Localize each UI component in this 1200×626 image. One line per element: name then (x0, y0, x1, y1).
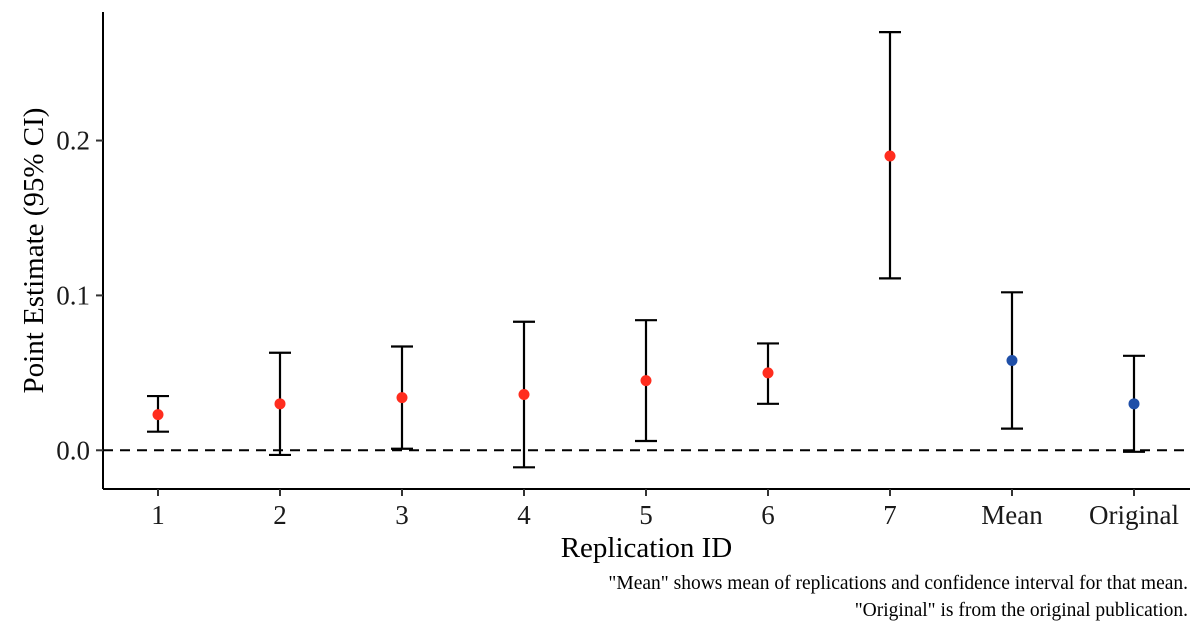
point-estimate-2 (274, 398, 286, 410)
caption-line-1: "Mean" shows mean of replications and co… (608, 573, 1188, 594)
y-tick-label: 0.2 (56, 126, 90, 156)
y-axis-title: Point Estimate (95% CI) (18, 108, 50, 394)
y-tick-label: 0.0 (56, 435, 90, 465)
x-tick-label: 3 (395, 500, 409, 530)
point-estimate-original (1128, 398, 1140, 410)
x-tick-label: 1 (151, 500, 165, 530)
x-tick-label: Mean (981, 500, 1043, 530)
x-tick-label: 7 (883, 500, 897, 530)
point-estimate-mean (1006, 354, 1018, 366)
x-tick-label: Original (1089, 500, 1179, 530)
y-axis-ticks: 0.0 0.1 0.2 (56, 126, 103, 465)
x-tick-label: 4 (517, 500, 531, 530)
x-tick-label: 5 (639, 500, 653, 530)
point-estimate-4 (518, 389, 530, 401)
point-estimate-1 (152, 409, 164, 421)
x-axis-ticks: 1 2 3 4 5 6 7 Mean Original (151, 489, 1179, 530)
x-tick-label: 2 (273, 500, 287, 530)
point-estimate-7 (884, 150, 896, 162)
x-axis-title: Replication ID (561, 532, 733, 564)
point-estimate-6 (762, 367, 774, 379)
point-estimate-3 (396, 392, 408, 404)
x-tick-label: 6 (761, 500, 775, 530)
chart-marks (103, 31, 1190, 469)
y-tick-label: 0.1 (56, 280, 90, 310)
point-estimate-5 (640, 375, 652, 387)
caption-line-2: "Original" is from the original publicat… (855, 600, 1188, 621)
